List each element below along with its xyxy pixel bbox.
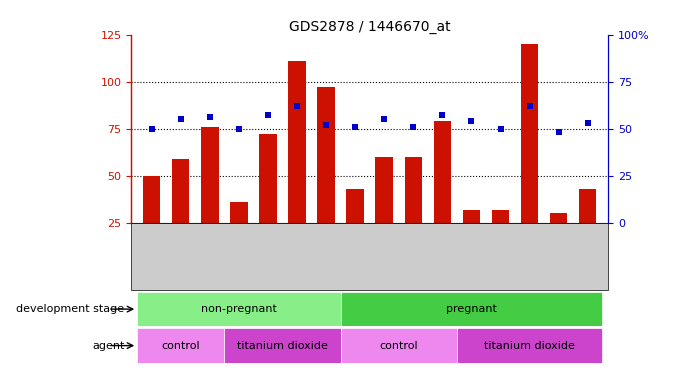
Point xyxy=(146,126,157,132)
Point xyxy=(350,124,361,130)
Text: non-pregnant: non-pregnant xyxy=(201,304,277,314)
Point xyxy=(437,113,448,119)
Bar xyxy=(404,157,422,270)
Bar xyxy=(259,134,276,270)
Point xyxy=(234,126,245,132)
Point xyxy=(408,124,419,130)
Bar xyxy=(172,159,189,270)
Text: pregnant: pregnant xyxy=(446,304,497,314)
Bar xyxy=(143,176,160,270)
Bar xyxy=(225,328,341,363)
Text: development stage: development stage xyxy=(17,304,124,314)
Point xyxy=(583,120,594,126)
Point xyxy=(205,114,216,121)
Text: agent: agent xyxy=(92,341,124,351)
Point xyxy=(379,116,390,122)
Bar xyxy=(346,189,364,270)
Bar xyxy=(579,189,596,270)
Point xyxy=(176,116,187,122)
Point xyxy=(263,113,274,119)
Point xyxy=(321,122,332,128)
Point xyxy=(495,126,506,132)
Bar xyxy=(341,328,457,363)
Point xyxy=(292,103,303,109)
Bar xyxy=(492,210,509,270)
Text: control: control xyxy=(162,341,200,351)
Bar xyxy=(288,61,305,270)
Point xyxy=(524,103,535,109)
Bar xyxy=(375,157,393,270)
Bar xyxy=(550,214,567,270)
Text: titanium dioxide: titanium dioxide xyxy=(484,341,575,351)
Bar xyxy=(521,44,538,270)
Point xyxy=(553,129,564,136)
Bar xyxy=(434,121,451,270)
Bar xyxy=(201,127,218,270)
Bar xyxy=(463,210,480,270)
Bar xyxy=(137,292,341,326)
Bar xyxy=(317,87,335,270)
Text: titanium dioxide: titanium dioxide xyxy=(237,341,328,351)
Title: GDS2878 / 1446670_at: GDS2878 / 1446670_at xyxy=(289,20,451,33)
Bar xyxy=(230,202,247,270)
Bar xyxy=(137,328,225,363)
Point xyxy=(466,118,477,124)
Text: control: control xyxy=(379,341,418,351)
Bar xyxy=(457,328,603,363)
Bar xyxy=(341,292,603,326)
